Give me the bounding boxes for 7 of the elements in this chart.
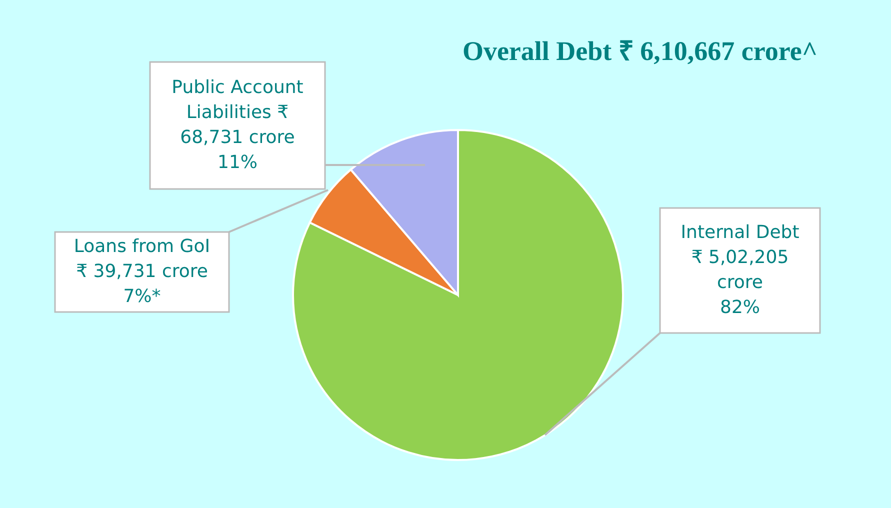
data-label: ₹ 39,731 crore 7%* xyxy=(76,261,208,307)
data-label: ₹ 5,02,205 crore 82% xyxy=(691,247,789,318)
chart-title: Overall Debt ₹ 6,10,667 crore^ xyxy=(462,36,818,66)
pie-slice xyxy=(292,129,624,461)
slice-label: Public Account Liabilities ₹ 68,731 crore 11% xyxy=(172,77,304,173)
slice-label: Internal Debt xyxy=(680,222,800,243)
slice-label: Loans from GoI xyxy=(74,236,210,257)
